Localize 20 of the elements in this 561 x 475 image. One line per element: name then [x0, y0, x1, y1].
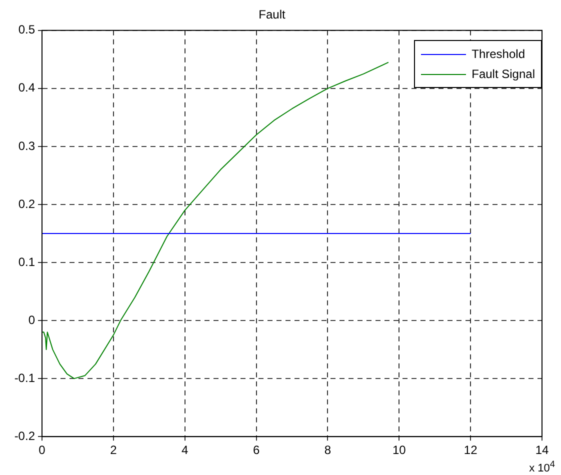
- y-tick-label: -0.1: [14, 370, 36, 385]
- x-tick-label: 2: [110, 443, 118, 458]
- legend-label: Fault Signal: [472, 67, 535, 81]
- text: x 10$^{4}$: [529, 459, 555, 475]
- x-tick-label: 10: [392, 443, 406, 458]
- y-tick-label: 0.2: [18, 196, 36, 211]
- y-tick-label: 0.4: [18, 80, 36, 95]
- y-tick-label: 0: [28, 312, 36, 327]
- y-tick-label: 0.1: [18, 254, 36, 269]
- x-tick-label: 12: [464, 443, 478, 458]
- y-tick-label: 0.3: [18, 138, 36, 153]
- x-tick-label: 14: [535, 443, 549, 458]
- y-tick-label: 0.5: [18, 22, 36, 37]
- y-tick-label: -0.2: [14, 428, 36, 443]
- x-tick-label: 0: [38, 443, 46, 458]
- x-tick-label: 8: [324, 443, 332, 458]
- legend-label: Threshold: [472, 47, 525, 61]
- chart-title: Fault: [258, 8, 286, 22]
- x-tick-label: 6: [252, 443, 260, 458]
- x-tick-label: 4: [182, 443, 189, 458]
